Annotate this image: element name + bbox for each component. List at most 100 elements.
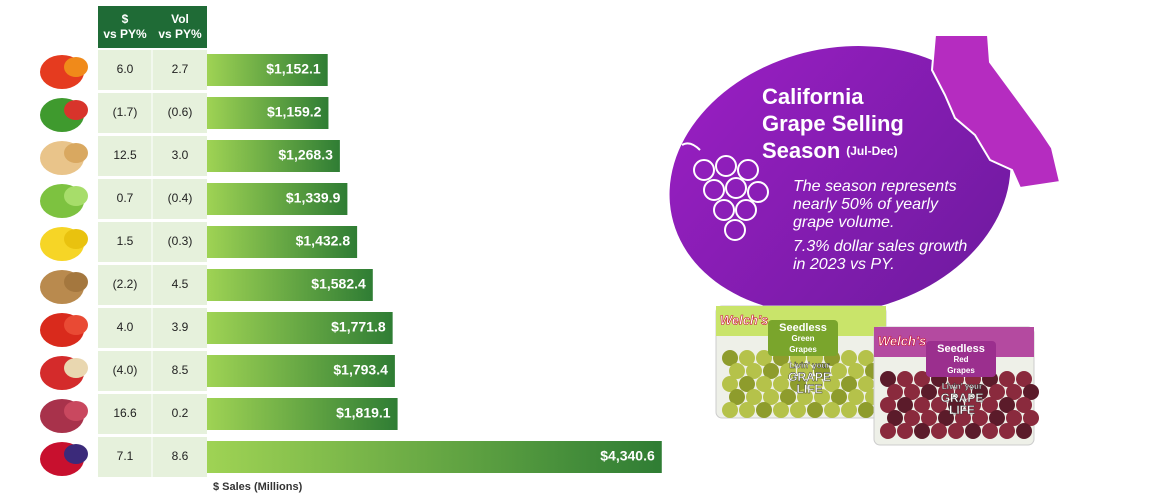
grape	[914, 397, 930, 413]
grape	[921, 410, 937, 426]
grape	[989, 410, 1005, 426]
callout-body-line: The season represents	[793, 178, 957, 195]
callout-body: The season represents nearly 50% of yearl…	[793, 178, 967, 273]
grape	[904, 410, 920, 426]
produce-icon-detail	[64, 358, 88, 378]
grape	[824, 376, 840, 392]
grape	[722, 402, 738, 418]
brand: Welch's	[878, 333, 926, 348]
grape	[1023, 384, 1039, 400]
grape	[858, 402, 874, 418]
table-cell: 1.5	[117, 234, 134, 248]
table-cell: (0.3)	[168, 234, 193, 248]
grape	[1006, 384, 1022, 400]
grape	[897, 423, 913, 439]
bar	[207, 441, 662, 473]
grape	[897, 397, 913, 413]
grape	[841, 402, 857, 418]
grape	[739, 350, 755, 366]
table-cell: 4.0	[117, 320, 134, 334]
grape	[780, 389, 796, 405]
grape	[948, 397, 964, 413]
callout-body-line: nearly 50% of yearly	[793, 196, 939, 213]
california-map	[930, 34, 1062, 190]
grape	[914, 371, 930, 387]
table-cell: (2.2)	[113, 277, 138, 291]
grape	[739, 376, 755, 392]
produce-icon-detail	[64, 315, 88, 335]
grape	[1016, 423, 1032, 439]
tagline: GRAPE	[788, 370, 831, 384]
grape	[807, 402, 823, 418]
grape	[955, 410, 971, 426]
grape	[722, 376, 738, 392]
value-label: $4,340.6	[600, 448, 655, 464]
value-label: $1,159.2	[267, 104, 322, 120]
table-cell: (0.4)	[168, 191, 193, 205]
grape	[756, 350, 772, 366]
grape	[880, 423, 896, 439]
grape	[763, 363, 779, 379]
grape	[841, 376, 857, 392]
grape	[773, 376, 789, 392]
name-badge	[768, 320, 838, 356]
grape	[780, 363, 796, 379]
produce-icon-detail	[64, 272, 88, 292]
tagline: GRAPE	[941, 391, 984, 405]
grape	[948, 423, 964, 439]
grape	[1006, 410, 1022, 426]
grape	[763, 389, 779, 405]
grape-icon	[681, 142, 769, 241]
grape	[955, 384, 971, 400]
grape	[746, 363, 762, 379]
grape	[756, 376, 772, 392]
grape	[848, 389, 864, 405]
grape	[1016, 371, 1032, 387]
column-header: Vol	[171, 12, 189, 26]
table-cell: 12.5	[113, 148, 137, 162]
grape	[999, 397, 1015, 413]
grape	[746, 389, 762, 405]
grape	[729, 363, 745, 379]
grape	[858, 350, 874, 366]
grape	[880, 397, 896, 413]
callout-bubble	[669, 46, 1011, 314]
grape	[739, 402, 755, 418]
produce-icon-detail	[64, 229, 88, 249]
table-cell: 8.5	[172, 363, 189, 377]
bar	[207, 355, 395, 387]
value-label: $1,793.4	[333, 362, 388, 378]
grape	[982, 397, 998, 413]
table-cell: 3.0	[172, 148, 189, 162]
callout-title-line: Season	[762, 138, 840, 163]
brand: Welch's	[720, 312, 768, 327]
table-cell: 3.9	[172, 320, 189, 334]
table-cell: 8.6	[172, 449, 189, 463]
table-cell: (4.0)	[113, 363, 138, 377]
table-cell: 4.5	[172, 277, 189, 291]
column-header: vs PY%	[103, 27, 147, 41]
grape	[972, 410, 988, 426]
bar	[207, 312, 393, 344]
grape	[887, 410, 903, 426]
grape	[814, 363, 830, 379]
grape	[999, 371, 1015, 387]
grape	[858, 376, 874, 392]
grape	[756, 402, 772, 418]
value-label: $1,432.8	[296, 233, 351, 249]
grape	[931, 423, 947, 439]
grape	[999, 423, 1015, 439]
grape	[904, 384, 920, 400]
tagline: Livin' your	[942, 382, 982, 391]
value-label: $1,152.1	[266, 61, 321, 77]
value-label: $1,268.3	[278, 147, 333, 163]
table-header	[98, 6, 207, 48]
grape	[814, 389, 830, 405]
grape	[897, 371, 913, 387]
grape	[841, 350, 857, 366]
table-cell: 0.2	[172, 406, 189, 420]
product-name: Red	[953, 355, 968, 364]
produce-icon-detail	[64, 57, 88, 77]
table-cell: 7.1	[117, 449, 134, 463]
name-badge	[926, 341, 996, 377]
